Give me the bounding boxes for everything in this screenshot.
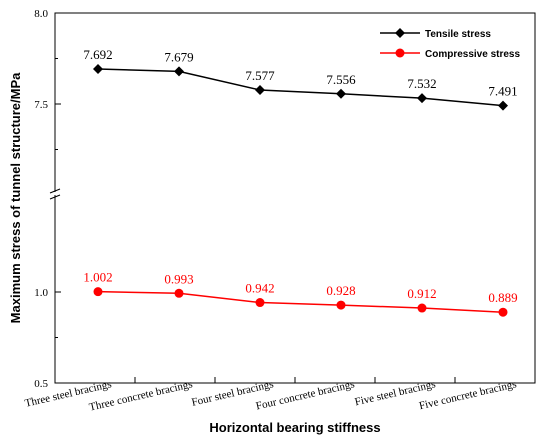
y-tick-label: 1.0 xyxy=(34,287,48,299)
data-label: 7.679 xyxy=(164,49,193,64)
legend-marker-compressive xyxy=(395,48,405,58)
data-point-compressive xyxy=(255,298,265,308)
x-axis-title: Horizontal bearing stiffness xyxy=(209,420,380,435)
series-layer: 7.692 7.679 7.577 7.556 7.532 7.491 1.002 0.993… xyxy=(83,47,518,317)
data-label: 7.556 xyxy=(326,72,356,87)
data-point-tensile xyxy=(498,100,508,111)
series-line-1 xyxy=(97,290,504,313)
y-tick-label: 7.5 xyxy=(34,99,48,111)
data-label: 7.532 xyxy=(407,76,436,91)
y-tick-label: 0.5 xyxy=(34,378,48,390)
data-label: 7.692 xyxy=(83,47,112,62)
data-label: 0.928 xyxy=(326,283,355,298)
data-label: 1.002 xyxy=(83,270,112,285)
y-tick-label: 8.0 xyxy=(34,8,48,20)
y-axis-ticks: 8.0 7.5 1.0 0.5 xyxy=(34,8,61,390)
plot-frame xyxy=(54,12,536,384)
data-point-tensile xyxy=(417,93,427,104)
data-point-compressive xyxy=(417,303,427,313)
data-label: 0.942 xyxy=(245,281,274,296)
data-label: 0.889 xyxy=(488,290,517,305)
data-point-compressive xyxy=(174,288,184,298)
legend-marker-tensile xyxy=(395,28,405,38)
data-label: 7.577 xyxy=(245,68,275,83)
legend-label-compressive: Compressive stress xyxy=(425,49,520,60)
data-point-tensile xyxy=(336,88,346,99)
legend: Tensile stress Compressive stress xyxy=(380,28,520,60)
data-point-tensile xyxy=(255,84,265,95)
data-label: 7.491 xyxy=(488,84,517,99)
data-point-compressive xyxy=(336,300,346,310)
legend-label-tensile: Tensile stress xyxy=(425,29,491,40)
data-label: 0.993 xyxy=(164,271,193,286)
series-line-0 xyxy=(97,68,504,107)
data-point-compressive xyxy=(93,287,103,297)
data-point-tensile xyxy=(93,64,103,75)
data-point-compressive xyxy=(498,307,508,317)
axis-break-mark xyxy=(49,188,61,200)
y-axis-title: Maximum stress of tunnel structure/MPa xyxy=(8,72,23,323)
data-label: 0.912 xyxy=(407,286,436,301)
data-point-tensile xyxy=(174,66,184,77)
